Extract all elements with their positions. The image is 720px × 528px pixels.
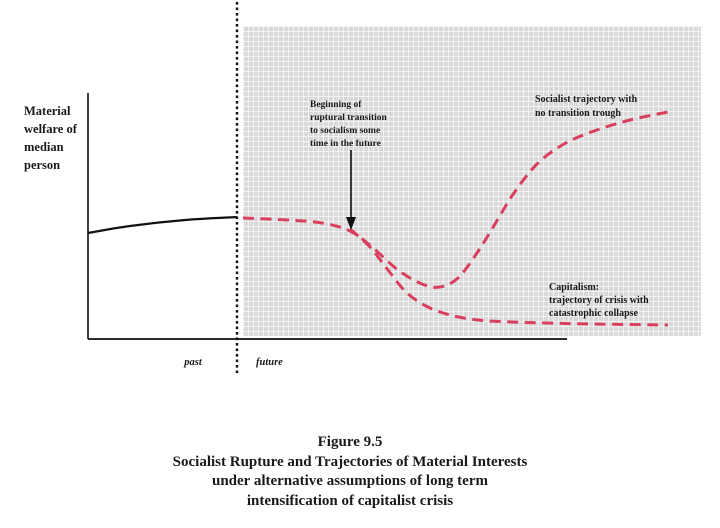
socialist-trajectory-curve — [242, 110, 669, 289]
y-axis-label: Material welfare of median person — [24, 104, 77, 172]
future-region-label: future — [256, 357, 283, 368]
figure-caption: Figure 9.5 Socialist Rupture and Traject… — [0, 433, 700, 511]
socialist-trajectory-label: Socialist trajectory with no transition … — [535, 94, 638, 119]
rupture-transition-annotation: Beginning of ruptural transition to soci… — [310, 100, 387, 149]
capitalism-collapse-curve — [348, 227, 669, 327]
figure-caption-number: Figure 9.5 — [317, 434, 383, 450]
future-region-shading — [243, 26, 701, 336]
past-region-label: past — [184, 357, 202, 368]
figure-caption-title: Socialist Rupture and Trajectories of Ma… — [172, 453, 528, 470]
annotation-arrow-head — [346, 217, 356, 230]
past-welfare-curve — [87, 215, 238, 235]
figure-caption-subtitle-2: intensification of capitalist crisis — [246, 492, 454, 509]
capitalism-collapse-label: Capitalism: trajectory of crisis with ca… — [549, 282, 649, 319]
figure-caption-subtitle-1: under alternative assumptions of long te… — [212, 473, 488, 489]
